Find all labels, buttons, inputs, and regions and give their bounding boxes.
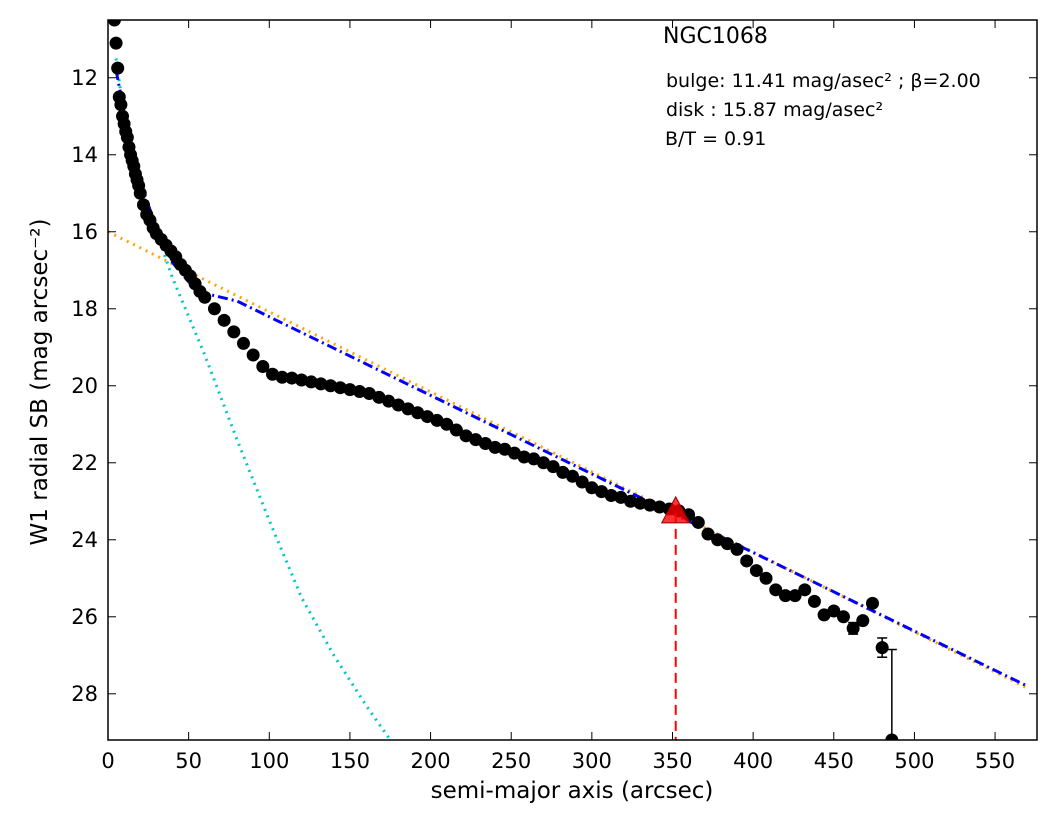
data-point xyxy=(517,450,531,464)
bt-annotation: B/T = 0.91 xyxy=(665,128,766,150)
data-point xyxy=(575,475,589,489)
plot-area xyxy=(108,20,1028,740)
data-point xyxy=(353,385,367,399)
data-point xyxy=(343,383,357,397)
data-point xyxy=(827,604,841,618)
data-point xyxy=(109,36,123,50)
data-point xyxy=(701,527,715,541)
y-tick-label: 20 xyxy=(71,374,98,398)
bulge-annotation: bulge: 11.41 mag/asec² ; β=2.00 xyxy=(666,70,981,92)
data-point xyxy=(749,564,763,578)
x-tick-label: 500 xyxy=(894,749,934,773)
data-point xyxy=(198,290,212,304)
data-point xyxy=(730,542,744,556)
data-point xyxy=(865,596,879,610)
y-tick-label: 14 xyxy=(71,143,98,167)
x-tick-label: 450 xyxy=(814,749,854,773)
x-tick-label: 550 xyxy=(975,749,1015,773)
data-point xyxy=(256,360,270,374)
data-point xyxy=(643,498,657,512)
data-point xyxy=(111,61,125,75)
data-point xyxy=(846,621,860,635)
x-axis-label: semi-major axis (arcsec) xyxy=(431,778,714,804)
x-tick-label: 200 xyxy=(411,749,451,773)
data-point xyxy=(740,554,754,568)
data-point xyxy=(227,325,241,339)
y-tick-label: 26 xyxy=(71,605,98,629)
data-point xyxy=(633,496,647,510)
data-point xyxy=(798,583,812,597)
data-point xyxy=(449,423,463,437)
data-point xyxy=(114,98,128,112)
data-point xyxy=(440,417,454,431)
data-point xyxy=(759,571,773,585)
data-point xyxy=(624,494,638,508)
data-point xyxy=(778,589,792,603)
x-tick-label: 300 xyxy=(572,749,612,773)
y-axis-label: W1 radial SB (mag arcsec⁻²) xyxy=(27,219,53,546)
plot-frame xyxy=(107,19,1038,741)
y-tick-label: 18 xyxy=(71,297,98,321)
data-point xyxy=(120,130,134,144)
data-point xyxy=(488,440,502,454)
y-tick-label: 24 xyxy=(71,528,98,552)
y-tick-label: 12 xyxy=(71,66,98,90)
data-point xyxy=(285,371,299,385)
data-point xyxy=(108,20,121,27)
galaxy-name: NGC1068 xyxy=(663,24,768,49)
y-tick-label: 28 xyxy=(71,682,98,706)
data-point xyxy=(546,460,560,474)
disk-annotation: disk : 15.87 mag/asec² xyxy=(666,99,883,121)
data-point xyxy=(217,313,231,327)
data-point xyxy=(691,515,705,529)
data-point xyxy=(788,589,802,603)
data-point xyxy=(604,489,618,503)
data-point xyxy=(324,379,338,393)
marker-triangle xyxy=(660,495,691,524)
model-curve xyxy=(114,69,1028,688)
data-point xyxy=(856,614,870,628)
data-point xyxy=(207,302,221,316)
data-point xyxy=(295,373,309,387)
x-tick-label: 250 xyxy=(491,749,531,773)
data-point xyxy=(304,375,318,389)
data-point xyxy=(236,336,250,350)
data-point xyxy=(807,594,821,608)
data-point xyxy=(133,186,147,200)
data-point xyxy=(769,583,783,597)
data-point xyxy=(836,610,850,624)
data-point xyxy=(566,469,579,483)
data-point xyxy=(314,377,328,391)
data-point xyxy=(720,537,734,551)
data-point xyxy=(885,733,899,740)
x-tick-label: 150 xyxy=(330,749,370,773)
x-tick-label: 0 xyxy=(101,749,114,773)
y-tick-label: 16 xyxy=(71,220,98,244)
x-tick-label: 350 xyxy=(652,749,692,773)
x-tick-label: 50 xyxy=(175,749,202,773)
data-point xyxy=(275,370,289,384)
data-point xyxy=(653,500,667,514)
data-point xyxy=(333,381,347,395)
model-curve xyxy=(114,58,392,740)
data-point xyxy=(875,641,889,655)
y-tick-label: 22 xyxy=(71,451,98,475)
x-tick-label: 400 xyxy=(733,749,773,773)
data-point xyxy=(246,348,260,362)
x-tick-label: 100 xyxy=(249,749,289,773)
